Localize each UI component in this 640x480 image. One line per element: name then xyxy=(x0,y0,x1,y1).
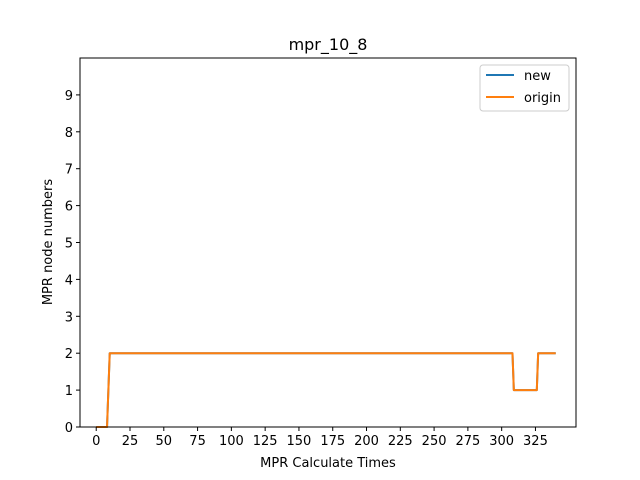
x-tick-label: 275 xyxy=(455,434,480,449)
y-tick-label: 1 xyxy=(65,384,73,399)
x-tick-label: 100 xyxy=(219,434,244,449)
plot-lines xyxy=(96,352,556,428)
legend-label-new: new xyxy=(524,69,551,84)
y-tick-label: 2 xyxy=(65,347,73,362)
x-tick-label: 325 xyxy=(523,434,548,449)
x-tick-label: 75 xyxy=(189,434,206,449)
y-tick-label: 0 xyxy=(65,421,73,436)
plot-frame xyxy=(79,57,577,428)
y-tick-label: 7 xyxy=(65,163,73,178)
legend-label-origin: origin xyxy=(524,91,561,106)
series-line-origin xyxy=(96,352,556,428)
x-axis-label: MPR Calculate Times xyxy=(260,456,396,471)
x-tick-label: 175 xyxy=(320,434,345,449)
x-tick-label: 25 xyxy=(122,434,139,449)
x-axis-ticks: 0 25 50 75 100 125 150 175 200 225 250 275 300 325 xyxy=(92,427,548,449)
y-tick-label: 4 xyxy=(65,273,73,288)
x-tick-label: 225 xyxy=(388,434,413,449)
y-tick-label: 3 xyxy=(65,310,73,325)
y-tick-label: 9 xyxy=(65,89,73,104)
x-tick-label: 300 xyxy=(489,434,514,449)
chart-title: mpr_10_8 xyxy=(289,35,368,55)
series-line-new xyxy=(96,352,556,428)
x-tick-label: 0 xyxy=(92,434,100,449)
legend: new origin xyxy=(479,64,570,112)
x-tick-label: 250 xyxy=(422,434,447,449)
x-tick-label: 50 xyxy=(156,434,173,449)
y-axis-ticks: 0 1 2 3 4 5 6 7 8 9 xyxy=(65,89,80,436)
legend-box xyxy=(479,64,570,112)
x-tick-label: 150 xyxy=(287,434,312,449)
x-tick-label: 200 xyxy=(354,434,379,449)
y-tick-label: 5 xyxy=(65,237,73,252)
y-tick-label: 8 xyxy=(65,126,73,141)
y-axis-label: MPR node numbers xyxy=(41,179,56,306)
y-tick-label: 6 xyxy=(65,200,73,215)
x-tick-label: 125 xyxy=(253,434,278,449)
